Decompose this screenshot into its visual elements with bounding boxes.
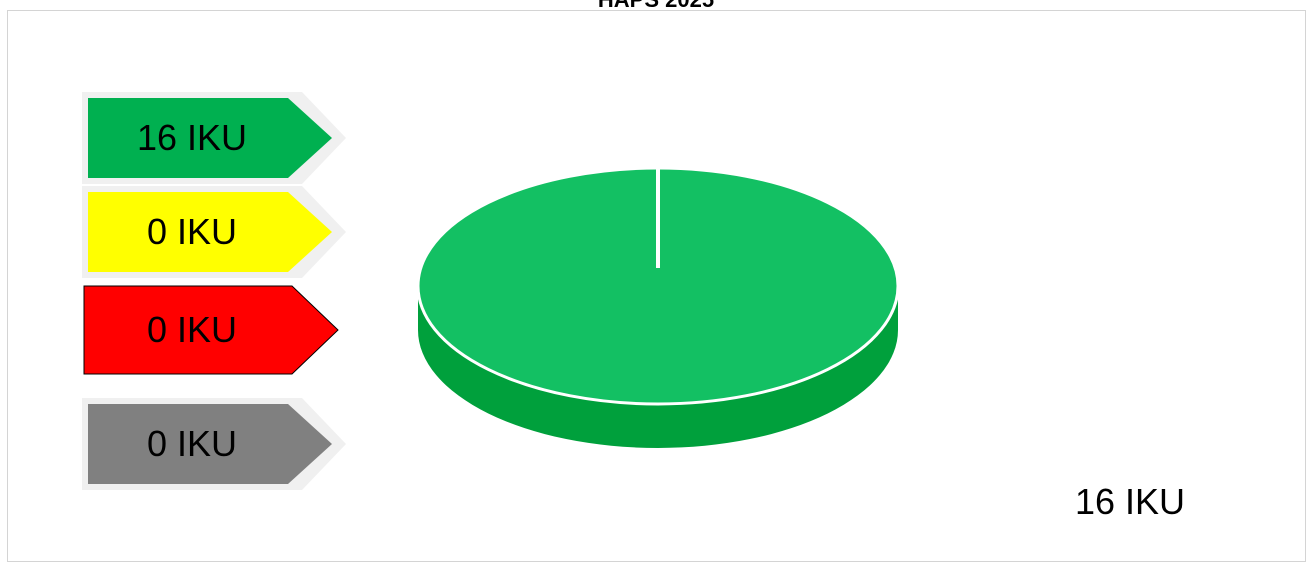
- arrow-shape-icon: [82, 92, 346, 184]
- pie-chart: [410, 160, 910, 460]
- pie-chart-svg: [416, 166, 900, 448]
- pie-data-label: 16 IKU: [1074, 481, 1186, 522]
- legend-arrow-green: 16 IKU: [82, 92, 346, 184]
- legend-label-green: 16 IKU: [136, 117, 248, 158]
- arrow-shape-icon: [82, 186, 346, 278]
- legend-label-gray: 0 IKU: [146, 423, 238, 464]
- legend-arrow-red: 0 IKU: [82, 284, 346, 376]
- chart-title: HAPS 2025: [0, 0, 1312, 13]
- legend-arrow-gray: 0 IKU: [82, 398, 346, 490]
- pie-side-wall: [418, 286, 898, 448]
- arrow-shape-icon: [83, 285, 339, 375]
- legend-label-yellow: 0 IKU: [146, 211, 238, 252]
- legend-label-red: 0 IKU: [146, 309, 238, 350]
- legend-arrow-yellow: 0 IKU: [82, 186, 346, 278]
- arrow-shape-icon: [82, 398, 346, 490]
